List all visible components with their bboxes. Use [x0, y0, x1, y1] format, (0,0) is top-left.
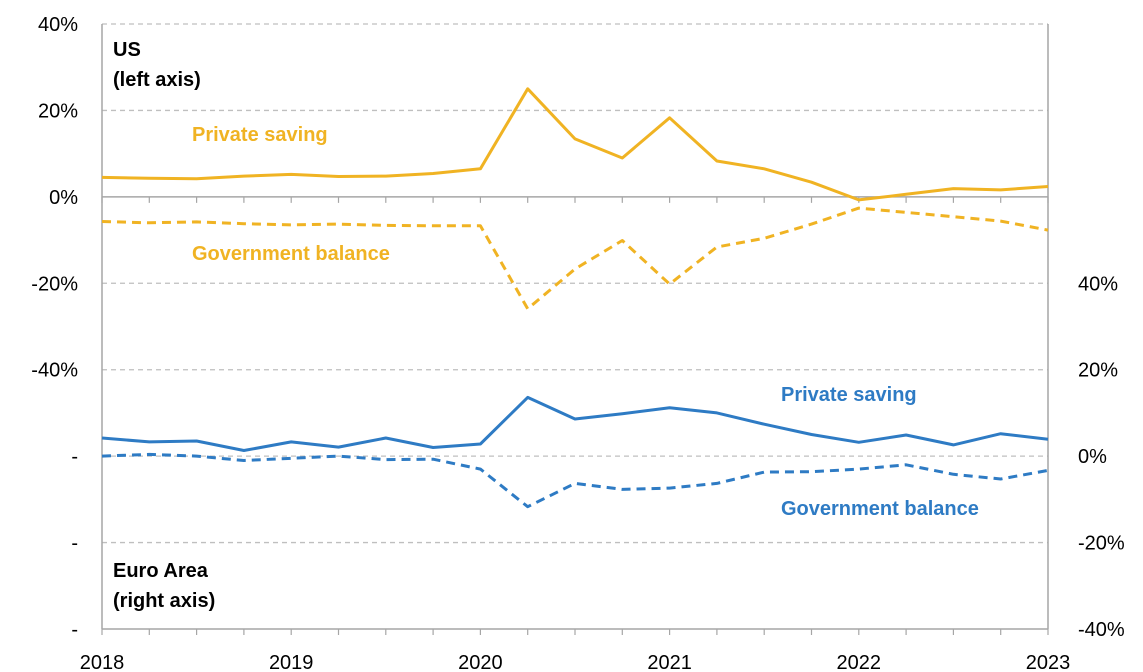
right-y-tick-label: 40% [1078, 273, 1118, 295]
us-government-balance-label: Government balance [192, 243, 390, 265]
gridlines [102, 23, 1048, 544]
right-y-tick-label: -20% [1078, 533, 1125, 555]
us-private-saving-label: Private saving [192, 124, 328, 146]
ea-panel-subtitle: (right axis) [113, 590, 215, 612]
us-government-balance-line [101, 206, 1049, 311]
ea-panel-title: Euro Area [113, 560, 209, 582]
x-tick-label: 2021 [647, 652, 692, 672]
left-y-tick-label: 0% [49, 187, 78, 209]
series-lines [101, 87, 1049, 509]
ea-government-balance-label: Government balance [781, 498, 979, 520]
axes [101, 24, 1049, 635]
us-panel-title: US [113, 39, 141, 61]
us-panel-subtitle: (left axis) [113, 69, 201, 91]
tick-labels: 40%20%0%-20%-40%---40%20%0%-20%-40%2018 2… [31, 14, 1125, 672]
ea-government-balance-line [101, 452, 1049, 509]
left-y-tick-label: -40% [31, 360, 78, 382]
x-tick-label: 2020 [458, 652, 503, 672]
x-tick-label: 2019 [269, 652, 314, 672]
right-y-tick-label: -40% [1078, 619, 1125, 641]
ea-private-saving-line [101, 395, 1049, 452]
left-y-tick-label: - [71, 533, 78, 555]
left-y-tick-label: - [71, 446, 78, 468]
right-y-tick-label: 20% [1078, 360, 1118, 382]
right-y-tick-label: 0% [1078, 446, 1107, 468]
x-tick-label: 2022 [837, 652, 882, 672]
left-y-tick-label: 20% [38, 100, 78, 122]
left-y-tick-label: - [71, 619, 78, 641]
x-tick-label: 2018 [80, 652, 125, 672]
ea-private-saving-label: Private saving [781, 384, 917, 406]
left-y-tick-label: 40% [38, 14, 78, 36]
left-y-tick-label: -20% [31, 273, 78, 295]
x-tick-label: 2023 [1026, 652, 1071, 672]
us-private-saving-line [101, 87, 1049, 202]
